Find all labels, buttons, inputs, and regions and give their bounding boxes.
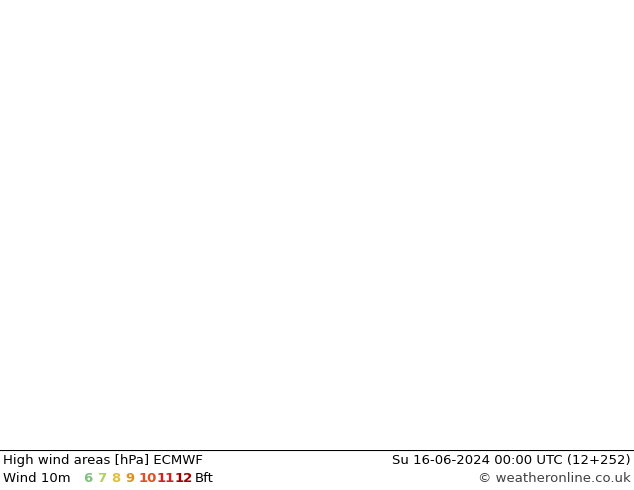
Text: High wind areas [hPa] ECMWF: High wind areas [hPa] ECMWF xyxy=(3,454,203,467)
Text: © weatheronline.co.uk: © weatheronline.co.uk xyxy=(478,472,631,486)
Text: 12: 12 xyxy=(175,472,193,486)
Text: 9: 9 xyxy=(125,472,134,486)
Text: 8: 8 xyxy=(111,472,120,486)
Text: Bft: Bft xyxy=(195,472,214,486)
Text: 6: 6 xyxy=(83,472,93,486)
Text: 7: 7 xyxy=(97,472,106,486)
Text: 10: 10 xyxy=(139,472,157,486)
Text: Su 16-06-2024 00:00 UTC (12+252): Su 16-06-2024 00:00 UTC (12+252) xyxy=(392,454,631,467)
Text: 11: 11 xyxy=(157,472,175,486)
Text: Wind 10m: Wind 10m xyxy=(3,472,70,486)
